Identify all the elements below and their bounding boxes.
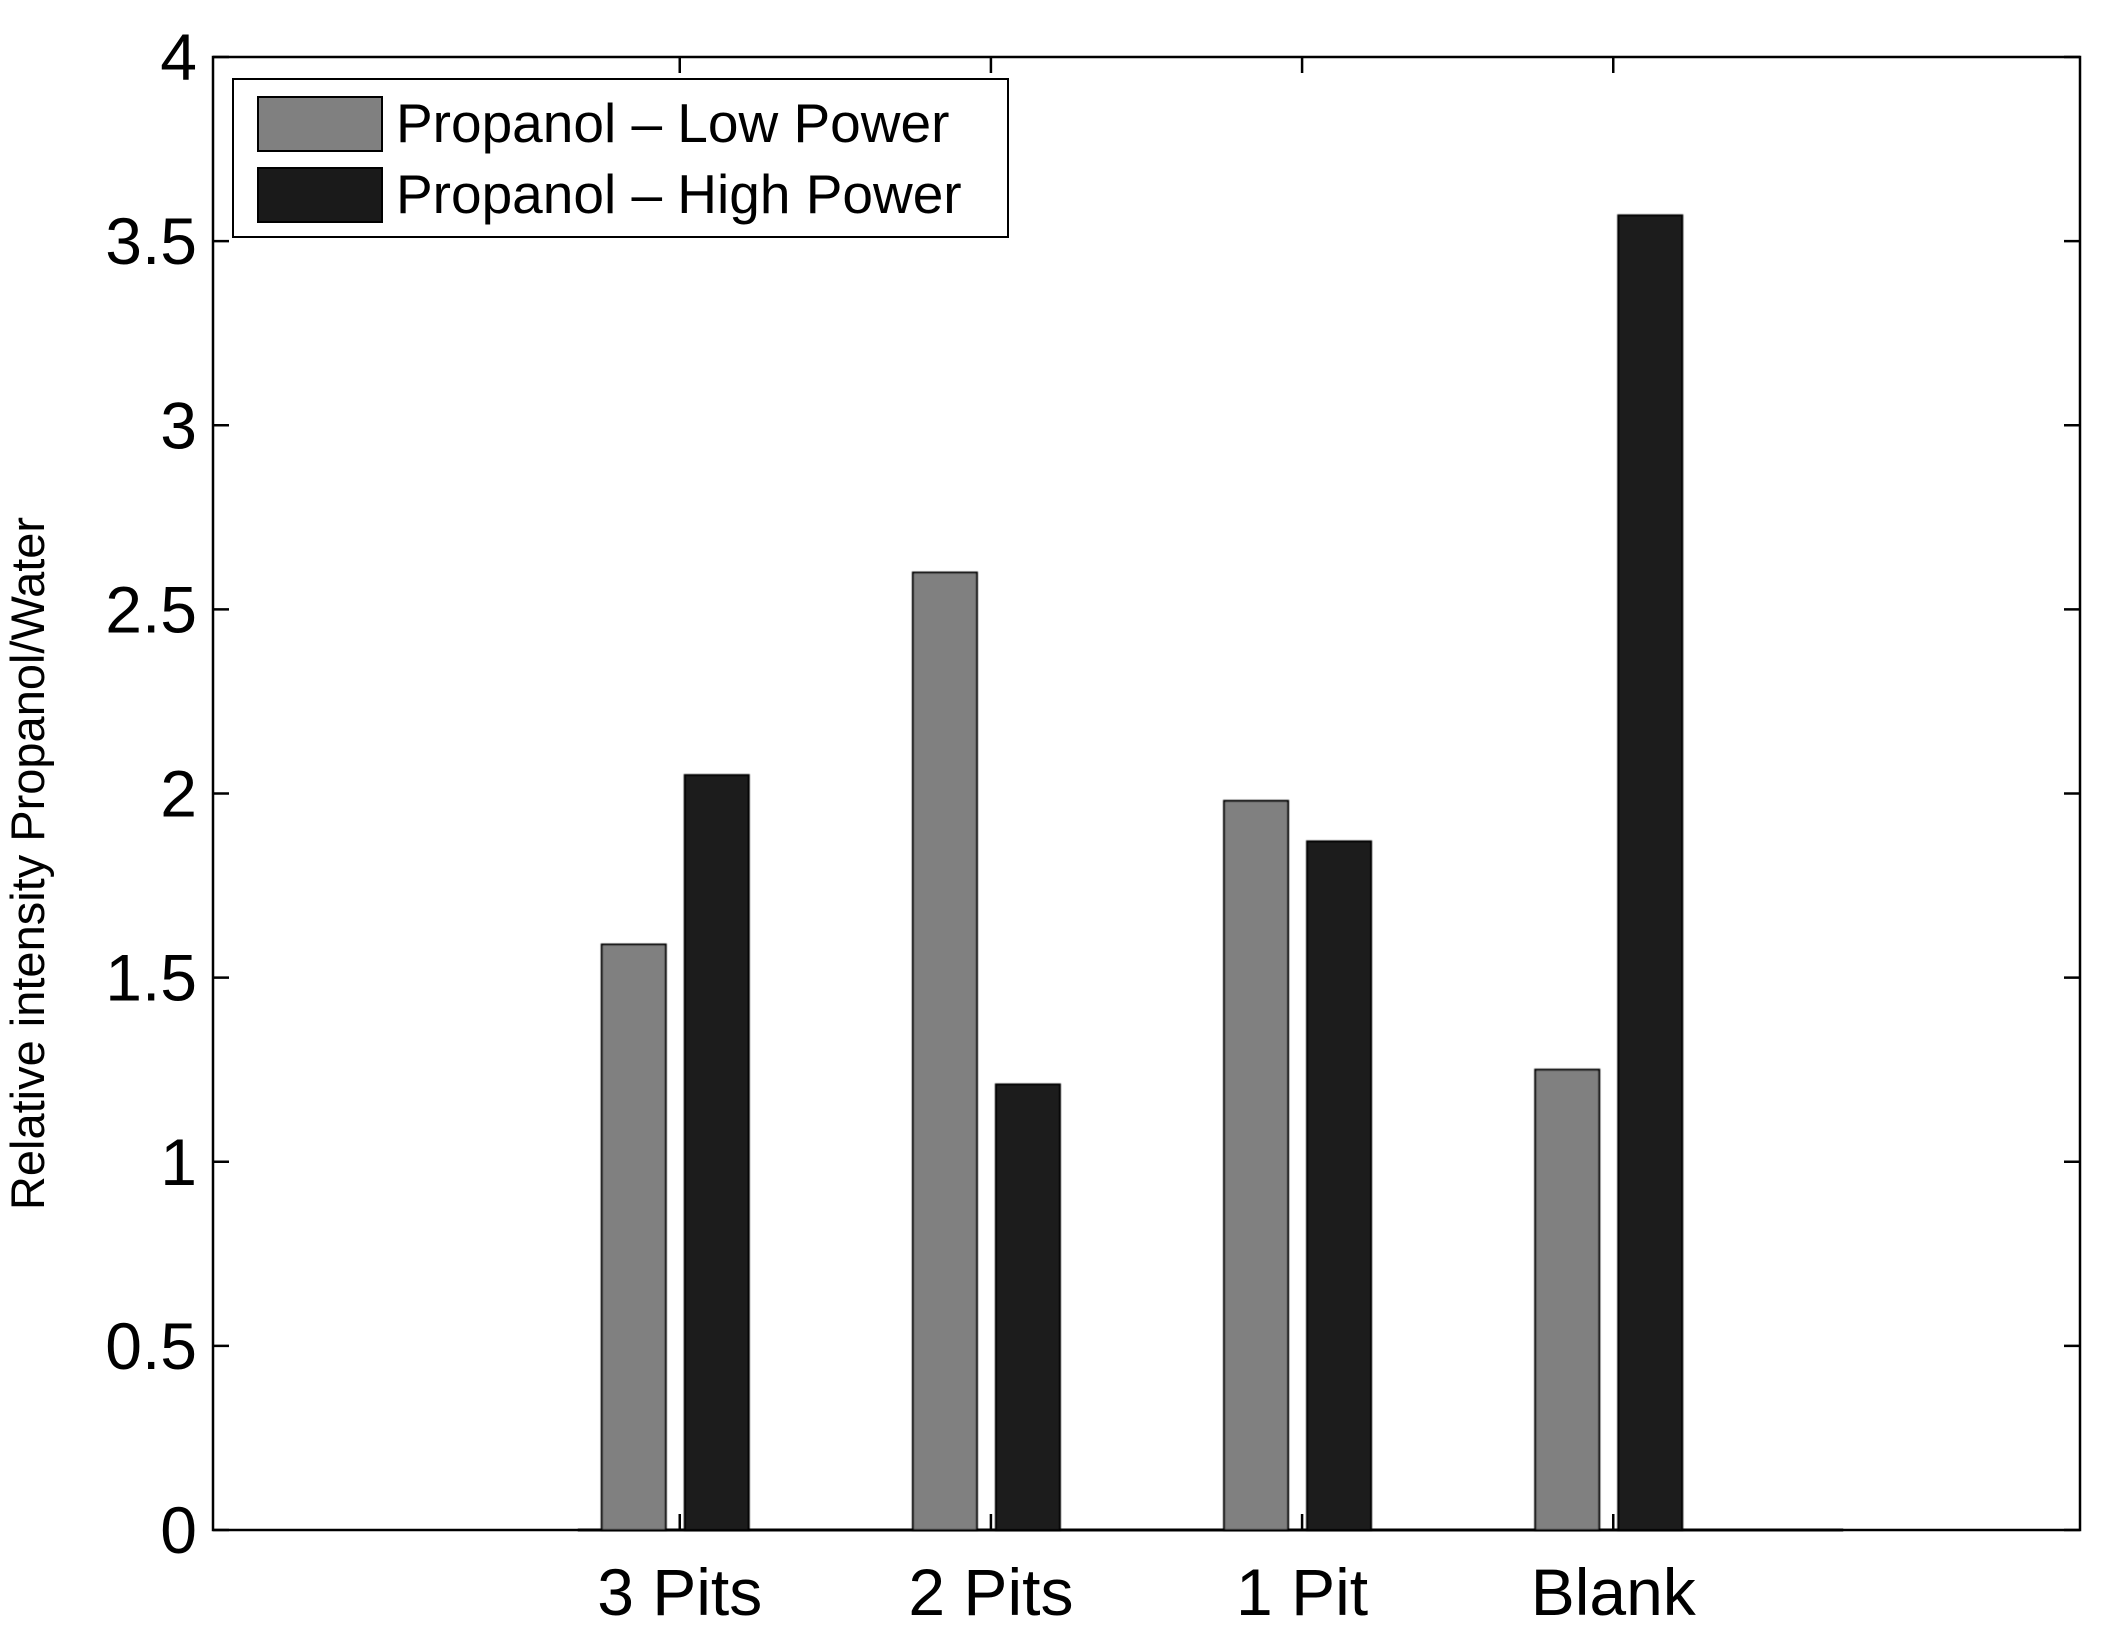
- y-tick-label: 0: [160, 1493, 197, 1567]
- bar-high-power: [1617, 214, 1684, 1531]
- y-tick-label: 3: [160, 388, 197, 462]
- bar-high-power: [994, 1083, 1061, 1531]
- y-axis-label: Relative intensity Propanol/Water: [1, 517, 54, 1210]
- bar-high-power: [1306, 840, 1373, 1531]
- bar-low-power: [1223, 799, 1290, 1531]
- x-tick-label: 1 Pit: [1236, 1555, 1368, 1625]
- y-tick-label: 1: [160, 1125, 197, 1199]
- y-tick-label: 3.5: [105, 204, 197, 278]
- legend-label: Propanol – High Power: [396, 163, 962, 225]
- bar-low-power: [911, 571, 978, 1531]
- x-tick-label: 3 Pits: [597, 1555, 762, 1625]
- y-tick-label: 2: [160, 757, 197, 831]
- y-tick-label: 1.5: [105, 941, 197, 1015]
- bar-low-power: [1534, 1068, 1601, 1531]
- bar-high-power: [683, 774, 750, 1531]
- axes-frame: [211, 55, 2082, 1532]
- legend-swatch: [257, 167, 383, 223]
- axis-tick-labels: 0 0.5 1 1.5 2 2.5 3 3.5 4 3 Pits 2 Pits 1 Pit Blank: [105, 20, 1697, 1625]
- y-tick-label: 0.5: [105, 1309, 197, 1383]
- y-tick-label: 4: [160, 20, 197, 94]
- legend: Propanol – Low Power Propanol – High Powe…: [232, 78, 1009, 238]
- y-tick-label: 2.5: [105, 572, 197, 646]
- bar-low-power: [600, 943, 667, 1531]
- x-tick-label: Blank: [1531, 1555, 1697, 1625]
- legend-label: Propanol – Low Power: [396, 92, 949, 154]
- axis-ticks: [213, 55, 2080, 1532]
- x-tick-label: 2 Pits: [908, 1555, 1073, 1625]
- plot-area: [211, 55, 2082, 1532]
- bars: [600, 214, 1684, 1531]
- legend-swatch: [257, 96, 383, 152]
